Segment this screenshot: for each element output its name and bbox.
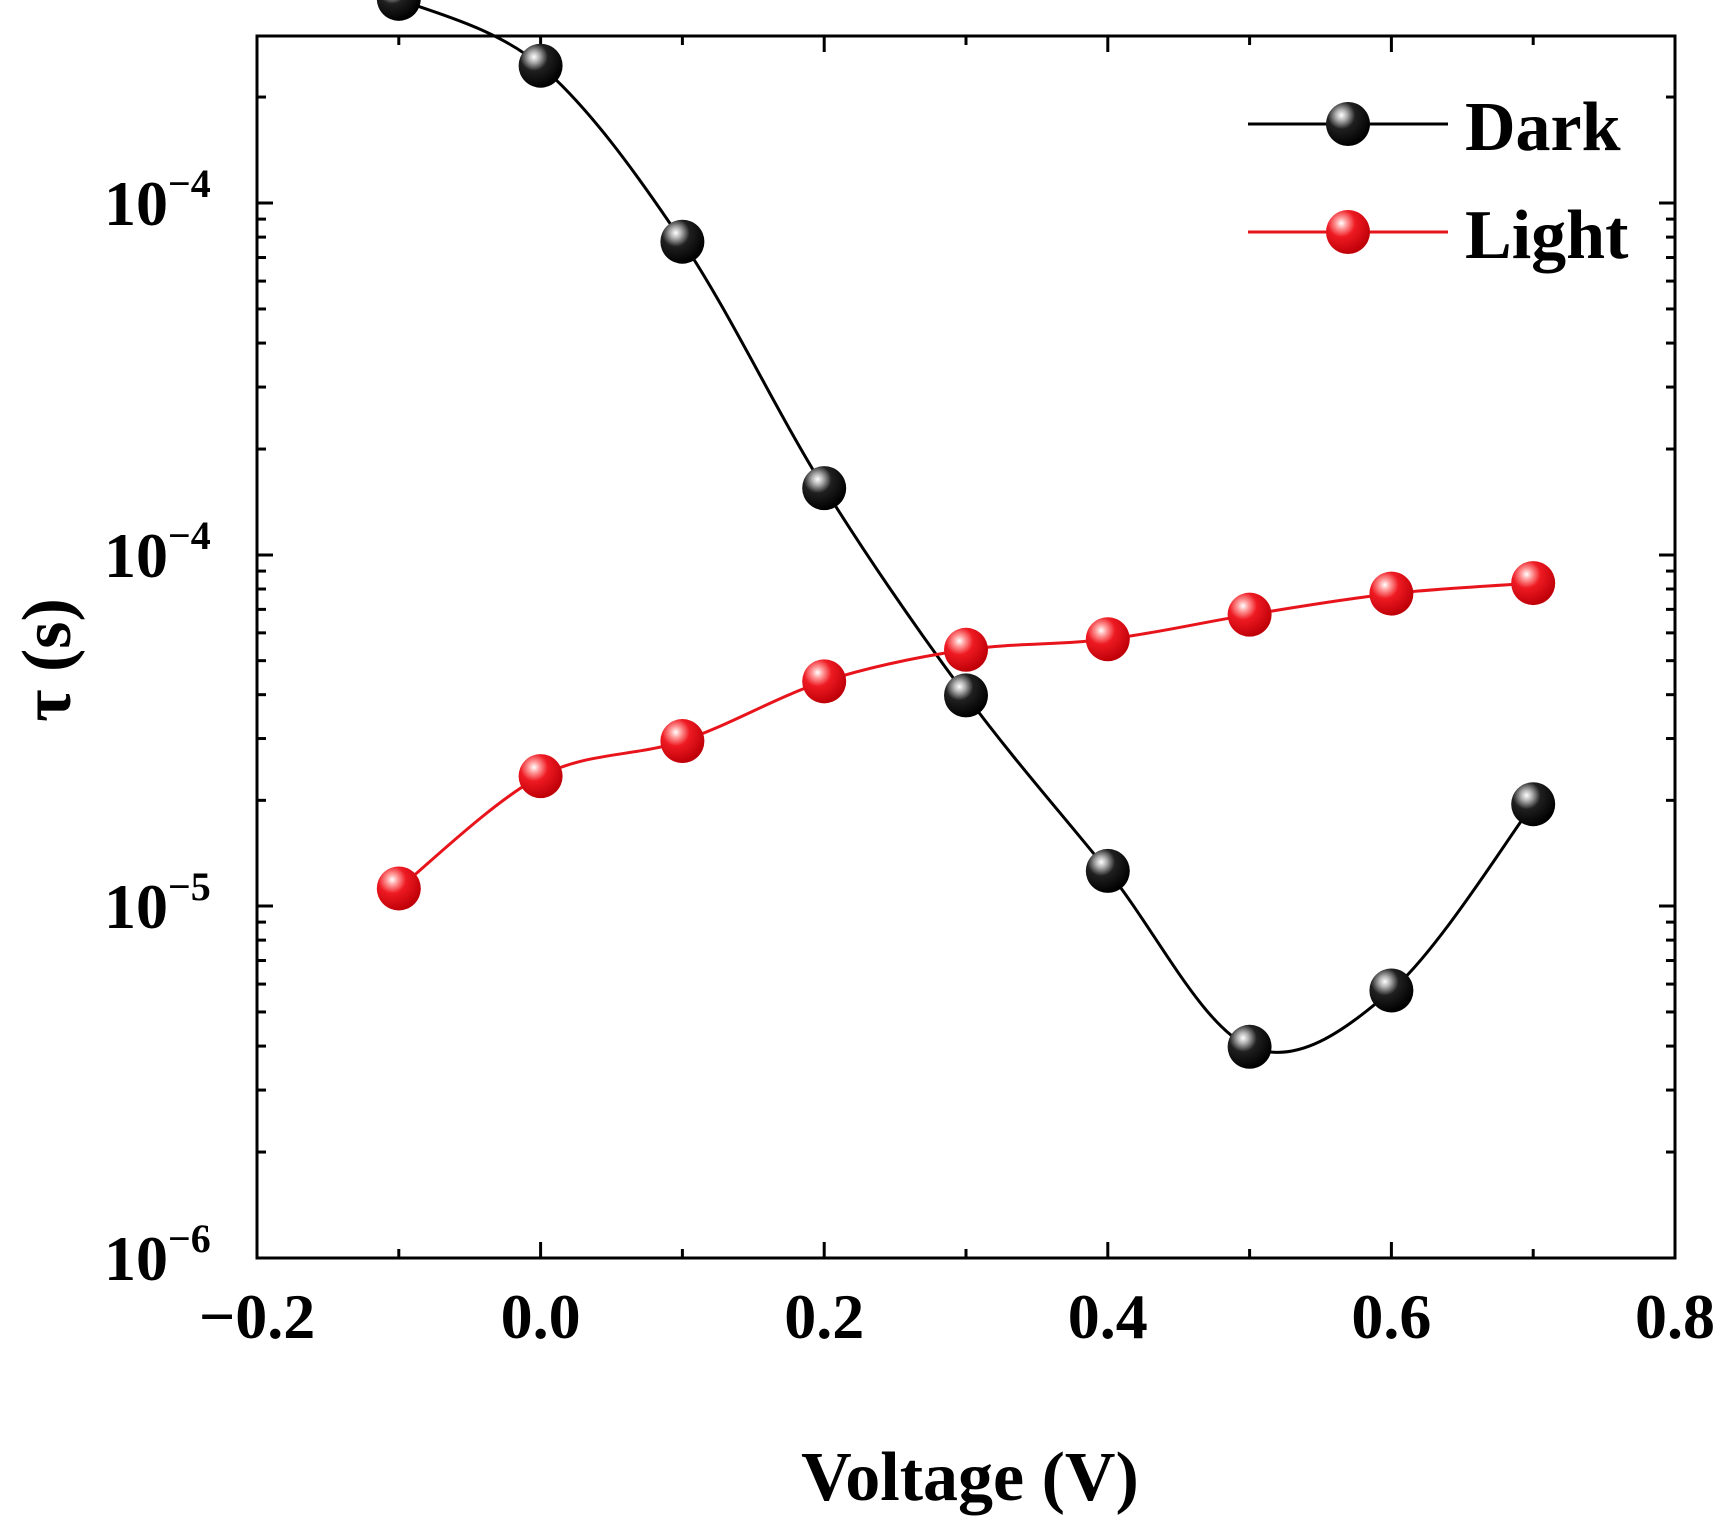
y-tick-base: 10 [104,1223,168,1294]
legend-marker-dark [1326,102,1370,146]
series-layer [376,0,1556,1069]
legend-label-light: Light [1465,197,1628,274]
data-point-dark [802,466,847,511]
series-line-dark [398,0,1535,1054]
y-tick-exponent: −4 [168,513,211,558]
data-point-light [1369,571,1414,616]
data-point-dark [1511,782,1556,827]
y-tick-base: 10 [104,871,168,942]
y-tick-label: 10−4 [104,513,211,591]
axes: −0.2 0.0 0.2 0.4 0.6 0.810−610−510−410−4 [104,34,1715,1352]
x-tick-label: 0.4 [1068,1281,1148,1352]
y-tick-label: 10−4 [104,161,211,239]
data-point-light [944,627,988,672]
x-tick-label: 0.2 [784,1281,864,1352]
y-tick-label: 10−6 [104,1216,211,1294]
x-tick-label: 0.8 [1635,1281,1715,1352]
data-point-dark [944,673,988,718]
y-tick-exponent: −6 [168,1216,211,1261]
data-point-dark [1085,848,1130,893]
legend: Dark Light [1248,89,1628,274]
y-tick-base: 10 [104,520,168,591]
data-point-dark [376,0,421,21]
data-point-light [1085,617,1130,662]
data-point-light [660,719,705,764]
data-point-dark [1369,968,1414,1013]
legend-marker-light [1326,210,1370,254]
data-point-light [1227,592,1272,637]
y-tick-base: 10 [104,168,168,239]
data-point-dark [518,43,563,88]
x-axis-title: Voltage (V) [801,1439,1139,1516]
data-point-light [802,659,847,704]
data-point-dark [1227,1024,1272,1069]
y-tick-exponent: −5 [168,864,211,909]
x-tick-label: 0.0 [501,1281,581,1352]
legend-label-dark: Dark [1465,89,1621,166]
data-point-light [376,866,421,911]
y-tick-exponent: −4 [168,161,211,206]
x-tick-label: 0.6 [1351,1281,1431,1352]
y-tick-label: 10−5 [104,864,211,942]
data-point-dark [660,219,705,264]
data-point-light [518,754,563,799]
x-tick-label: −0.2 [199,1281,315,1352]
y-axis-title: τ (s) [9,598,86,722]
data-point-light [1511,561,1556,606]
